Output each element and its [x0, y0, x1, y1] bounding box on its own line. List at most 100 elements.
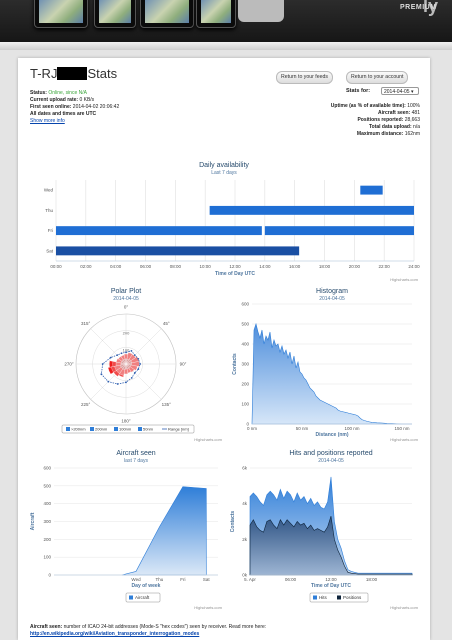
- device-image: [140, 0, 194, 28]
- hits-positions-chart: Hits and positions reported 2014-04-05 0k 2…: [226, 446, 422, 612]
- stat-value: n/a: [413, 124, 420, 130]
- stat-row: Aircraft seen: 481: [331, 110, 420, 117]
- footer-note: Aircraft seen: number of ICAO 24-bit add…: [30, 624, 422, 638]
- x-tick-label: 06:00: [140, 264, 152, 269]
- y-tick-label: Fri: [48, 228, 53, 233]
- header-shelf: [0, 42, 452, 50]
- title-suffix: Stats: [87, 66, 118, 81]
- legend-label: 100nm: [119, 427, 132, 432]
- availability-bar: [56, 246, 300, 256]
- x-tick-label: 02:00: [80, 264, 92, 269]
- y-tick-label: 300: [241, 362, 249, 367]
- chart-title: Daily availability: [199, 162, 249, 169]
- stat-label: Maximum distance:: [356, 131, 404, 137]
- stats-for-label: Stats for:: [346, 88, 371, 94]
- legend-label: >200nm: [71, 427, 86, 432]
- x-tick-label: 50 nm: [296, 426, 309, 431]
- x-axis-label: Distance (nm): [315, 432, 348, 438]
- angle-tick-label: 0°: [124, 305, 129, 310]
- y-tick-label: Wed: [44, 188, 54, 193]
- x-tick-label: 5. Apr: [244, 577, 256, 582]
- range-point: [139, 363, 142, 365]
- page-title: T-RJ Stats: [30, 66, 117, 81]
- y-axis-label: Contacts: [232, 353, 238, 375]
- range-point: [116, 383, 119, 385]
- y-tick-label: 4k: [242, 501, 248, 506]
- show-more-link[interactable]: Show more info: [30, 118, 65, 124]
- stat-value: 481: [411, 110, 420, 116]
- y-tick-label: 0k: [242, 573, 248, 578]
- x-tick-label: 0 nm: [247, 426, 257, 431]
- chart-subtitle: Last 7 days: [211, 170, 237, 176]
- chart-title: Polar Plot: [111, 288, 141, 295]
- return-to-feeds-button[interactable]: Return to your feeds: [276, 71, 334, 84]
- range-point: [133, 354, 136, 357]
- chart-title: Aircraft seen: [116, 450, 155, 457]
- x-tick-label: 22:00: [379, 264, 391, 269]
- x-tick-label: Fri: [180, 577, 185, 582]
- polar-sector: [125, 362, 132, 366]
- stats-date-select[interactable]: 2014-04-05 ▾: [381, 87, 419, 95]
- legend-swatch: [66, 427, 70, 431]
- x-tick-label: 24:00: [408, 264, 420, 269]
- chevron-down-icon: ▾: [410, 89, 414, 95]
- legend-label: Hits: [319, 595, 327, 600]
- range-point: [107, 380, 110, 383]
- y-tick-label: 400: [43, 501, 51, 506]
- chart-subtitle: 2014-04-05: [113, 296, 139, 302]
- angle-tick-label: 90°: [180, 362, 187, 367]
- radial-tick-label: 100: [123, 347, 130, 352]
- site-header: ly PREMIUM: [0, 0, 452, 48]
- x-tick-label: 12:00: [229, 264, 241, 269]
- return-to-account-button[interactable]: Return to your account: [346, 71, 409, 84]
- chart-subtitle: last 7 days: [124, 458, 148, 464]
- x-tick-label: 100 nm: [344, 426, 359, 431]
- wikipedia-link[interactable]: http://en.wikipedia.org/wiki/Aviation_tr…: [30, 631, 200, 637]
- polar-sector: [120, 363, 127, 368]
- legend-label: Aircraft: [135, 595, 150, 600]
- y-tick-label: Thu: [45, 208, 53, 213]
- stat-label: Uptime (as % of available time):: [330, 103, 406, 109]
- angle-tick-label: 135°: [162, 402, 172, 407]
- legend-label: 200nm: [95, 427, 108, 432]
- y-tick-label: 200: [241, 382, 249, 387]
- device-image: [196, 0, 236, 28]
- upload-value: 0 KB/s: [79, 97, 95, 103]
- legend-label: Positions: [343, 595, 362, 600]
- stat-label: Positions reported:: [357, 117, 404, 123]
- daily-availability-chart: Daily availability Last 7 days 00:00 02:00 0…: [26, 158, 422, 284]
- y-tick-label: 100: [241, 402, 249, 407]
- stats-card: T-RJ Stats Return to your feeds Return to…: [18, 58, 430, 640]
- redacted-block: [57, 67, 88, 80]
- y-tick-label: 2k: [242, 537, 248, 542]
- chart-credit: Highcharts.com: [194, 437, 222, 442]
- left-stats: Status: Online, since N/A Current upload…: [30, 90, 119, 125]
- y-tick-label: 600: [43, 466, 51, 471]
- premium-badge: PREMIUM: [400, 4, 437, 11]
- y-axis-label: Aircraft: [30, 512, 36, 530]
- device-image: [34, 0, 88, 28]
- range-point: [116, 354, 119, 357]
- stats-date-value: 2014-04-05: [384, 89, 410, 95]
- x-axis-label: Time of Day UTC: [215, 271, 255, 277]
- polar-plot-chart: Polar Plot 2014-04-05 100 200 0° 45° 90° 135° 18…: [26, 284, 226, 444]
- legend-box: [125, 592, 161, 603]
- stat-value: 162nm: [404, 131, 420, 137]
- range-point: [100, 373, 103, 376]
- y-tick-label: 600: [241, 302, 249, 307]
- availability-bar: [360, 185, 383, 195]
- stat-label: Aircraft seen:: [378, 110, 411, 116]
- x-tick-label: 06:00: [285, 577, 297, 582]
- legend-swatch: [114, 427, 118, 431]
- angle-tick-label: 315°: [81, 321, 91, 326]
- chart-title: Histogram: [316, 288, 348, 295]
- legend-swatch: [337, 595, 341, 600]
- stat-row: Uptime (as % of available time): 100%: [331, 103, 420, 110]
- range-point: [125, 381, 127, 384]
- right-stats: Uptime (as % of available time): 100% Ai…: [331, 103, 420, 138]
- stat-row: Total data upload: n/a: [331, 124, 420, 131]
- range-point: [137, 357, 140, 360]
